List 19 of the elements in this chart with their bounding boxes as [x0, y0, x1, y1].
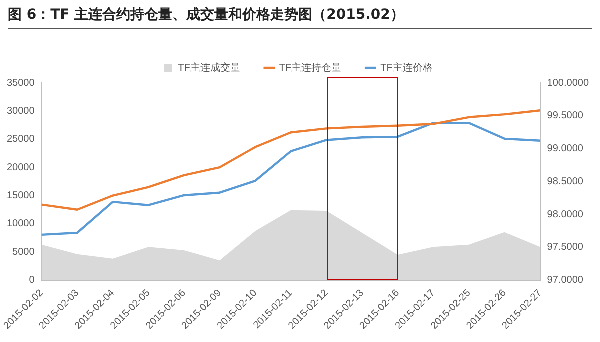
- legend-label: TF主连成交量: [178, 62, 240, 74]
- y-tick-label: 0: [29, 275, 36, 286]
- y-tick-label: 15000: [6, 190, 36, 202]
- y2-tick-label: 97.0000: [547, 275, 584, 286]
- legend-label: TF主连持仓量: [279, 62, 342, 74]
- y2-tick-label: 98.0000: [547, 209, 584, 220]
- y-tick-label: 5000: [12, 246, 36, 258]
- y2-tick-label: 100.0000: [547, 78, 590, 89]
- y-tick-label: 20000: [6, 162, 36, 174]
- y2-tick-label: 99.5000: [547, 110, 584, 122]
- y2-tick-label: 99.0000: [547, 144, 584, 155]
- y-tick-label: 35000: [6, 78, 36, 89]
- y-tick-label: 30000: [6, 106, 36, 117]
- y2-tick-label: 97.5000: [547, 242, 584, 254]
- y-tick-label: 10000: [6, 218, 36, 230]
- chart-title: 图 6：TF 主连合约持仓量、成交量和价格走势图（2015.02）: [8, 6, 592, 29]
- legend-label: TF主连价格: [380, 62, 433, 74]
- y-tick-label: 25000: [6, 134, 36, 146]
- y2-tick-label: 98.5000: [547, 176, 584, 188]
